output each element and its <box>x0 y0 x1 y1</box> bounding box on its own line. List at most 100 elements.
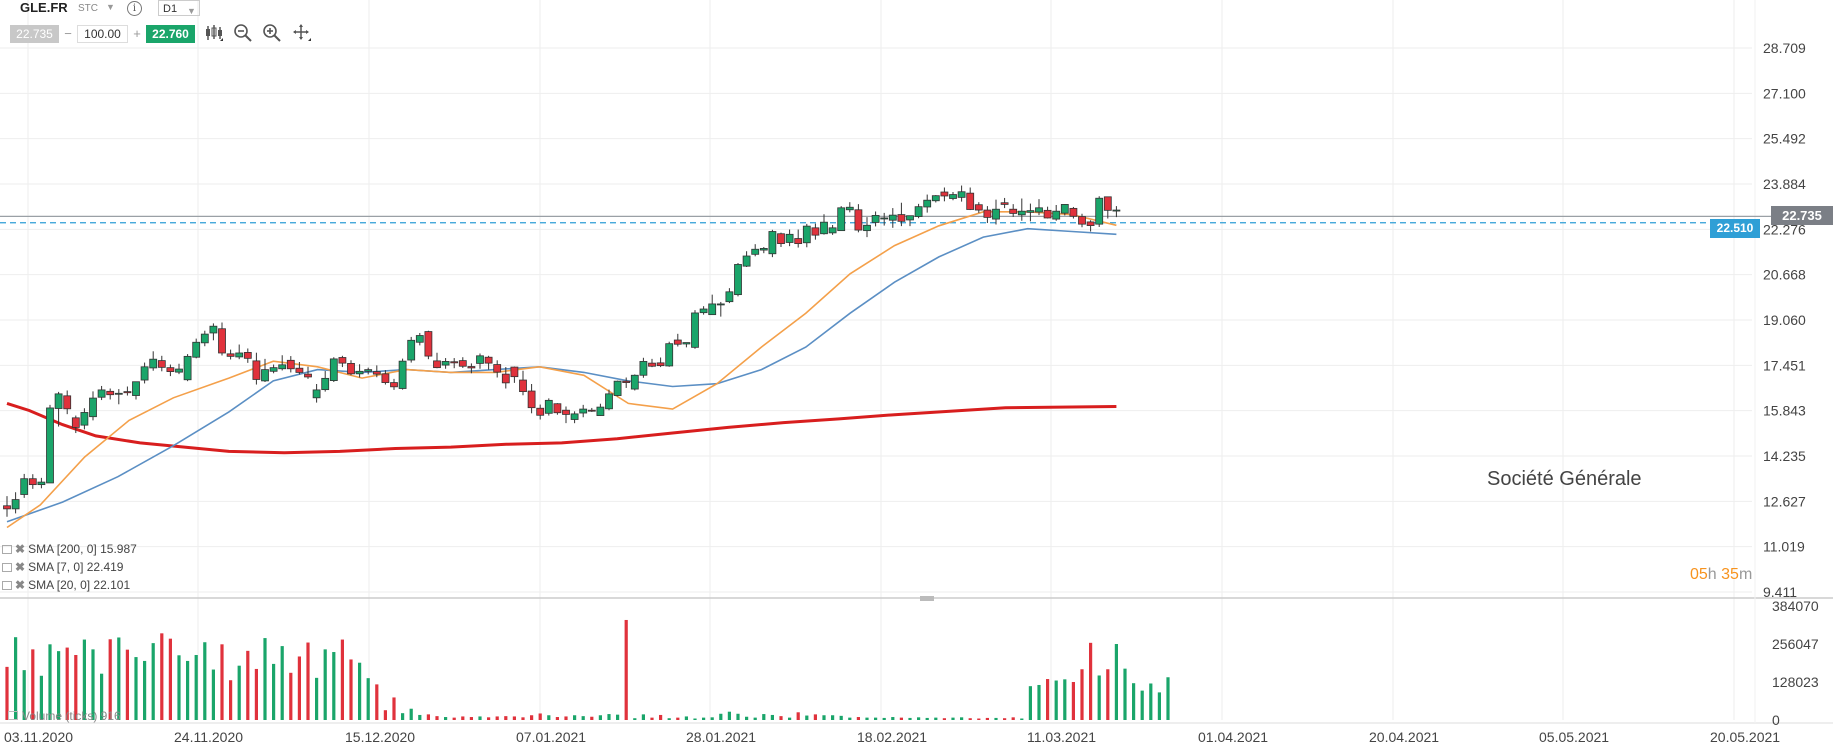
volume-bar <box>383 710 387 720</box>
volume-bar <box>254 668 258 720</box>
bid-price[interactable]: 22.735 <box>10 25 59 43</box>
last-price-tag: 22.735 <box>1771 206 1833 226</box>
volume-bar <box>891 717 895 720</box>
settings-icon[interactable] <box>8 711 18 720</box>
candle-body <box>269 367 278 372</box>
quantity-decrease-button[interactable]: − <box>64 26 72 41</box>
settings-icon[interactable] <box>2 545 12 554</box>
candle-body <box>458 360 467 367</box>
candle-body <box>218 328 226 354</box>
quantity-input[interactable]: 100.00 <box>77 25 128 43</box>
candle-body <box>845 206 854 211</box>
candle-body <box>768 231 777 255</box>
candle-body <box>424 331 433 357</box>
volume-bar <box>211 669 215 720</box>
source-label[interactable]: STC <box>78 3 98 14</box>
y-tick-label: 12.627 <box>1763 493 1806 509</box>
timeframe-select[interactable]: D1 ▼ <box>158 0 200 16</box>
volume-bar <box>555 717 559 720</box>
volume-bar <box>487 717 491 720</box>
volume-bar <box>521 717 525 720</box>
source-dropdown-icon[interactable]: ▼ <box>106 2 115 12</box>
candle-body <box>28 478 37 486</box>
candle-body <box>906 215 914 221</box>
y-tick-label: 17.451 <box>1763 357 1806 373</box>
candle-body <box>1078 216 1086 225</box>
candle-body <box>648 362 656 367</box>
candle-body <box>828 227 837 234</box>
volume-bar <box>409 708 413 720</box>
volume-bar <box>48 644 52 720</box>
candle-body <box>321 377 330 391</box>
zoom-out-icon[interactable] <box>233 23 253 43</box>
candle-body <box>1060 204 1069 214</box>
volume-bar <box>779 716 783 720</box>
candle-body <box>252 360 261 380</box>
chart-type-icon[interactable] <box>204 23 224 43</box>
candle-body <box>656 362 665 367</box>
ask-price[interactable]: 22.760 <box>146 25 195 43</box>
volume-bar <box>1071 682 1075 720</box>
quantity-increase-button[interactable]: + <box>133 26 141 41</box>
volume-bar <box>272 663 276 720</box>
volume-bar <box>444 717 448 720</box>
volume-bar <box>504 716 508 720</box>
candle-body <box>940 191 949 197</box>
reference-price-tag[interactable]: 22.510 <box>1710 218 1760 238</box>
volume-bar <box>590 716 594 720</box>
candle-body <box>3 505 11 510</box>
volume-bar <box>452 717 456 720</box>
legend-sma200[interactable]: ✖ SMA [200, 0] 15.987 <box>2 541 137 557</box>
info-icon[interactable]: i <box>127 1 142 16</box>
candle-body <box>441 361 450 366</box>
zoom-in-icon[interactable] <box>262 23 282 43</box>
settings-icon[interactable] <box>2 563 12 572</box>
symbol-label[interactable]: GLE.FR <box>20 0 68 15</box>
candle-body <box>699 308 708 314</box>
volume-bar <box>994 717 998 720</box>
volume-bar <box>366 678 370 720</box>
volume-bar <box>1166 677 1170 720</box>
candle-body <box>802 225 811 244</box>
remove-icon[interactable]: ✖ <box>15 578 26 592</box>
volume-bar <box>899 717 903 720</box>
volume-bar <box>323 649 327 720</box>
candle-body <box>467 366 476 369</box>
crosshair-icon[interactable] <box>292 23 312 43</box>
countdown-minutes: 35 <box>1721 566 1739 583</box>
candle-body <box>200 333 209 344</box>
remove-icon[interactable]: ✖ <box>15 560 26 574</box>
volume-bar <box>822 715 826 720</box>
settings-icon[interactable] <box>2 581 12 590</box>
candle-body <box>54 393 63 409</box>
volume-bar <box>788 717 792 720</box>
volume-bar <box>168 638 172 720</box>
candle-body <box>811 227 820 236</box>
volume-bar <box>676 717 680 720</box>
volume-bar <box>82 639 86 720</box>
y-tick-label: 27.100 <box>1763 85 1806 101</box>
volume-bar <box>426 714 430 720</box>
candle-body <box>433 360 441 369</box>
remove-icon[interactable]: ✖ <box>15 542 26 556</box>
candle-body <box>1052 210 1061 220</box>
legend-sma7[interactable]: ✖ SMA [7, 0] 22.419 <box>2 559 123 575</box>
volume-bar <box>495 716 499 720</box>
volume-bar <box>1011 717 1015 720</box>
candle-body <box>1095 197 1104 225</box>
candle-body <box>579 408 588 414</box>
volume-bar <box>1157 692 1161 720</box>
legend-sma20[interactable]: ✖ SMA [20, 0] 22.101 <box>2 577 130 593</box>
candle-body <box>519 379 527 393</box>
candle-body <box>132 381 140 396</box>
volume-bar <box>908 717 912 720</box>
candle-body <box>398 360 407 389</box>
candle-body <box>562 409 570 415</box>
candle-body <box>226 353 235 357</box>
volume-bar <box>874 717 878 720</box>
volume-bar <box>134 657 138 720</box>
candle-body <box>501 373 510 384</box>
volume-bar <box>91 649 95 720</box>
candle-body <box>1009 208 1018 214</box>
